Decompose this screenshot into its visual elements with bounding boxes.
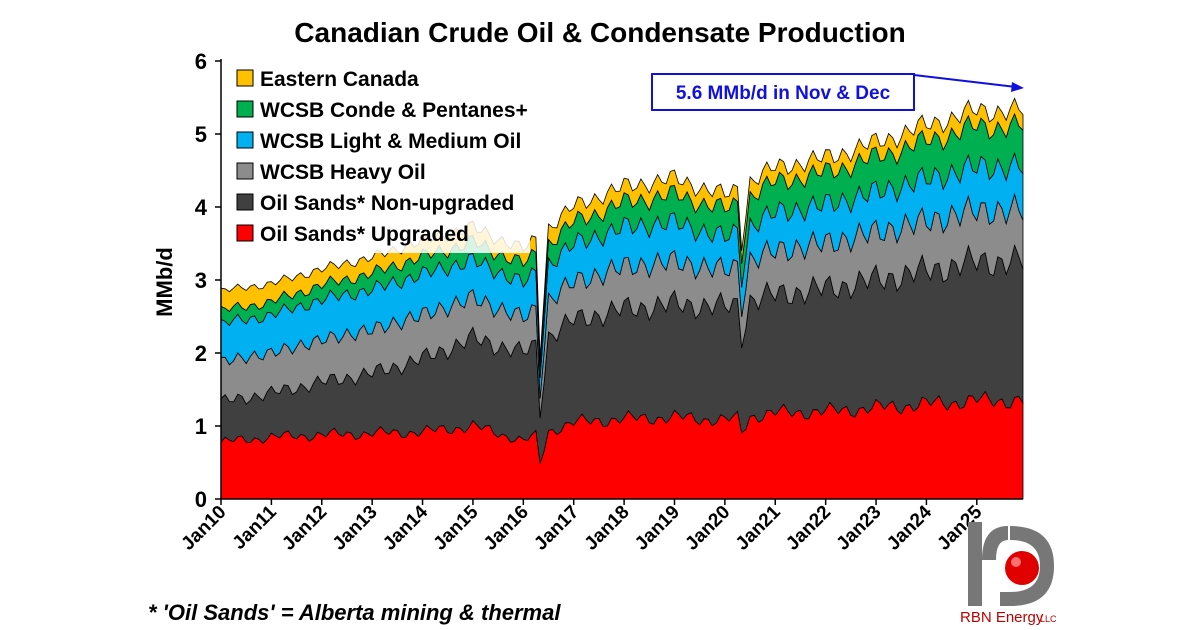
legend-label: Eastern Canada bbox=[260, 68, 419, 91]
y-ticks: 0 1 2 3 4 5 6 bbox=[195, 49, 221, 512]
x-tick-label: Jan19 bbox=[631, 502, 684, 555]
y-tick-label: 1 bbox=[195, 414, 207, 439]
y-tick-label: 2 bbox=[195, 341, 207, 366]
legend-swatch bbox=[236, 69, 254, 87]
x-tick-label: Jan21 bbox=[732, 501, 785, 554]
annotation-arrow bbox=[913, 74, 1017, 88]
x-tick-label: Jan12 bbox=[278, 502, 331, 555]
x-tick-label: Jan20 bbox=[681, 502, 734, 555]
logo-text: RBN Energy bbox=[960, 609, 1044, 626]
footnote: * 'Oil Sands' = Alberta mining & thermal bbox=[148, 600, 561, 625]
annotation-text: 5.6 MMb/d in Nov & Dec bbox=[676, 83, 891, 104]
y-axis-label: MMb/d bbox=[152, 247, 177, 317]
legend-background bbox=[225, 63, 530, 253]
logo-llc: LLC bbox=[1040, 614, 1057, 624]
x-tick-label: Jan18 bbox=[581, 502, 634, 555]
x-tick-label: Jan15 bbox=[430, 501, 483, 554]
legend-label: Oil Sands* Upgraded bbox=[260, 223, 469, 246]
x-ticks: Jan10Jan11Jan12Jan13Jan14Jan15Jan16Jan17… bbox=[178, 499, 987, 555]
legend-label: WCSB Conde & Pentanes+ bbox=[260, 99, 528, 122]
y-tick-label: 5 bbox=[195, 122, 207, 147]
y-tick-label: 3 bbox=[195, 268, 207, 293]
x-tick-label: Jan14 bbox=[379, 501, 432, 554]
stacked-areas bbox=[220, 97, 1024, 500]
y-tick-label: 6 bbox=[195, 49, 207, 74]
y-tick-label: 0 bbox=[195, 487, 207, 512]
annotation-arrowhead bbox=[1011, 82, 1024, 92]
y-tick-label: 4 bbox=[195, 195, 208, 220]
legend-swatch bbox=[236, 131, 254, 149]
legend-swatch bbox=[236, 100, 254, 118]
chart-title: Canadian Crude Oil & Condensate Producti… bbox=[294, 17, 905, 48]
legend-swatch bbox=[236, 193, 254, 211]
legend-label: WCSB Light & Medium Oil bbox=[260, 130, 521, 153]
legend-label: WCSB Heavy Oil bbox=[260, 161, 426, 184]
annotation: 5.6 MMb/d in Nov & Dec bbox=[651, 73, 1024, 111]
legend-swatch bbox=[236, 224, 254, 242]
legend-label: Oil Sands* Non-upgraded bbox=[260, 192, 514, 215]
x-tick-label: Jan13 bbox=[329, 502, 382, 555]
rbn-logo-icon bbox=[968, 522, 1054, 606]
x-tick-label: Jan23 bbox=[833, 502, 886, 555]
x-tick-label: Jan22 bbox=[782, 502, 835, 555]
x-tick-label: Jan17 bbox=[530, 502, 583, 555]
x-tick-label: Jan24 bbox=[883, 501, 936, 554]
x-tick-label: Jan16 bbox=[480, 502, 533, 555]
legend-swatch bbox=[236, 162, 254, 180]
legend: Eastern Canada WCSB Conde & Pentanes+ WCSB… bbox=[225, 63, 530, 253]
x-tick-label: Jan11 bbox=[229, 501, 282, 554]
annotation-box bbox=[651, 73, 915, 111]
